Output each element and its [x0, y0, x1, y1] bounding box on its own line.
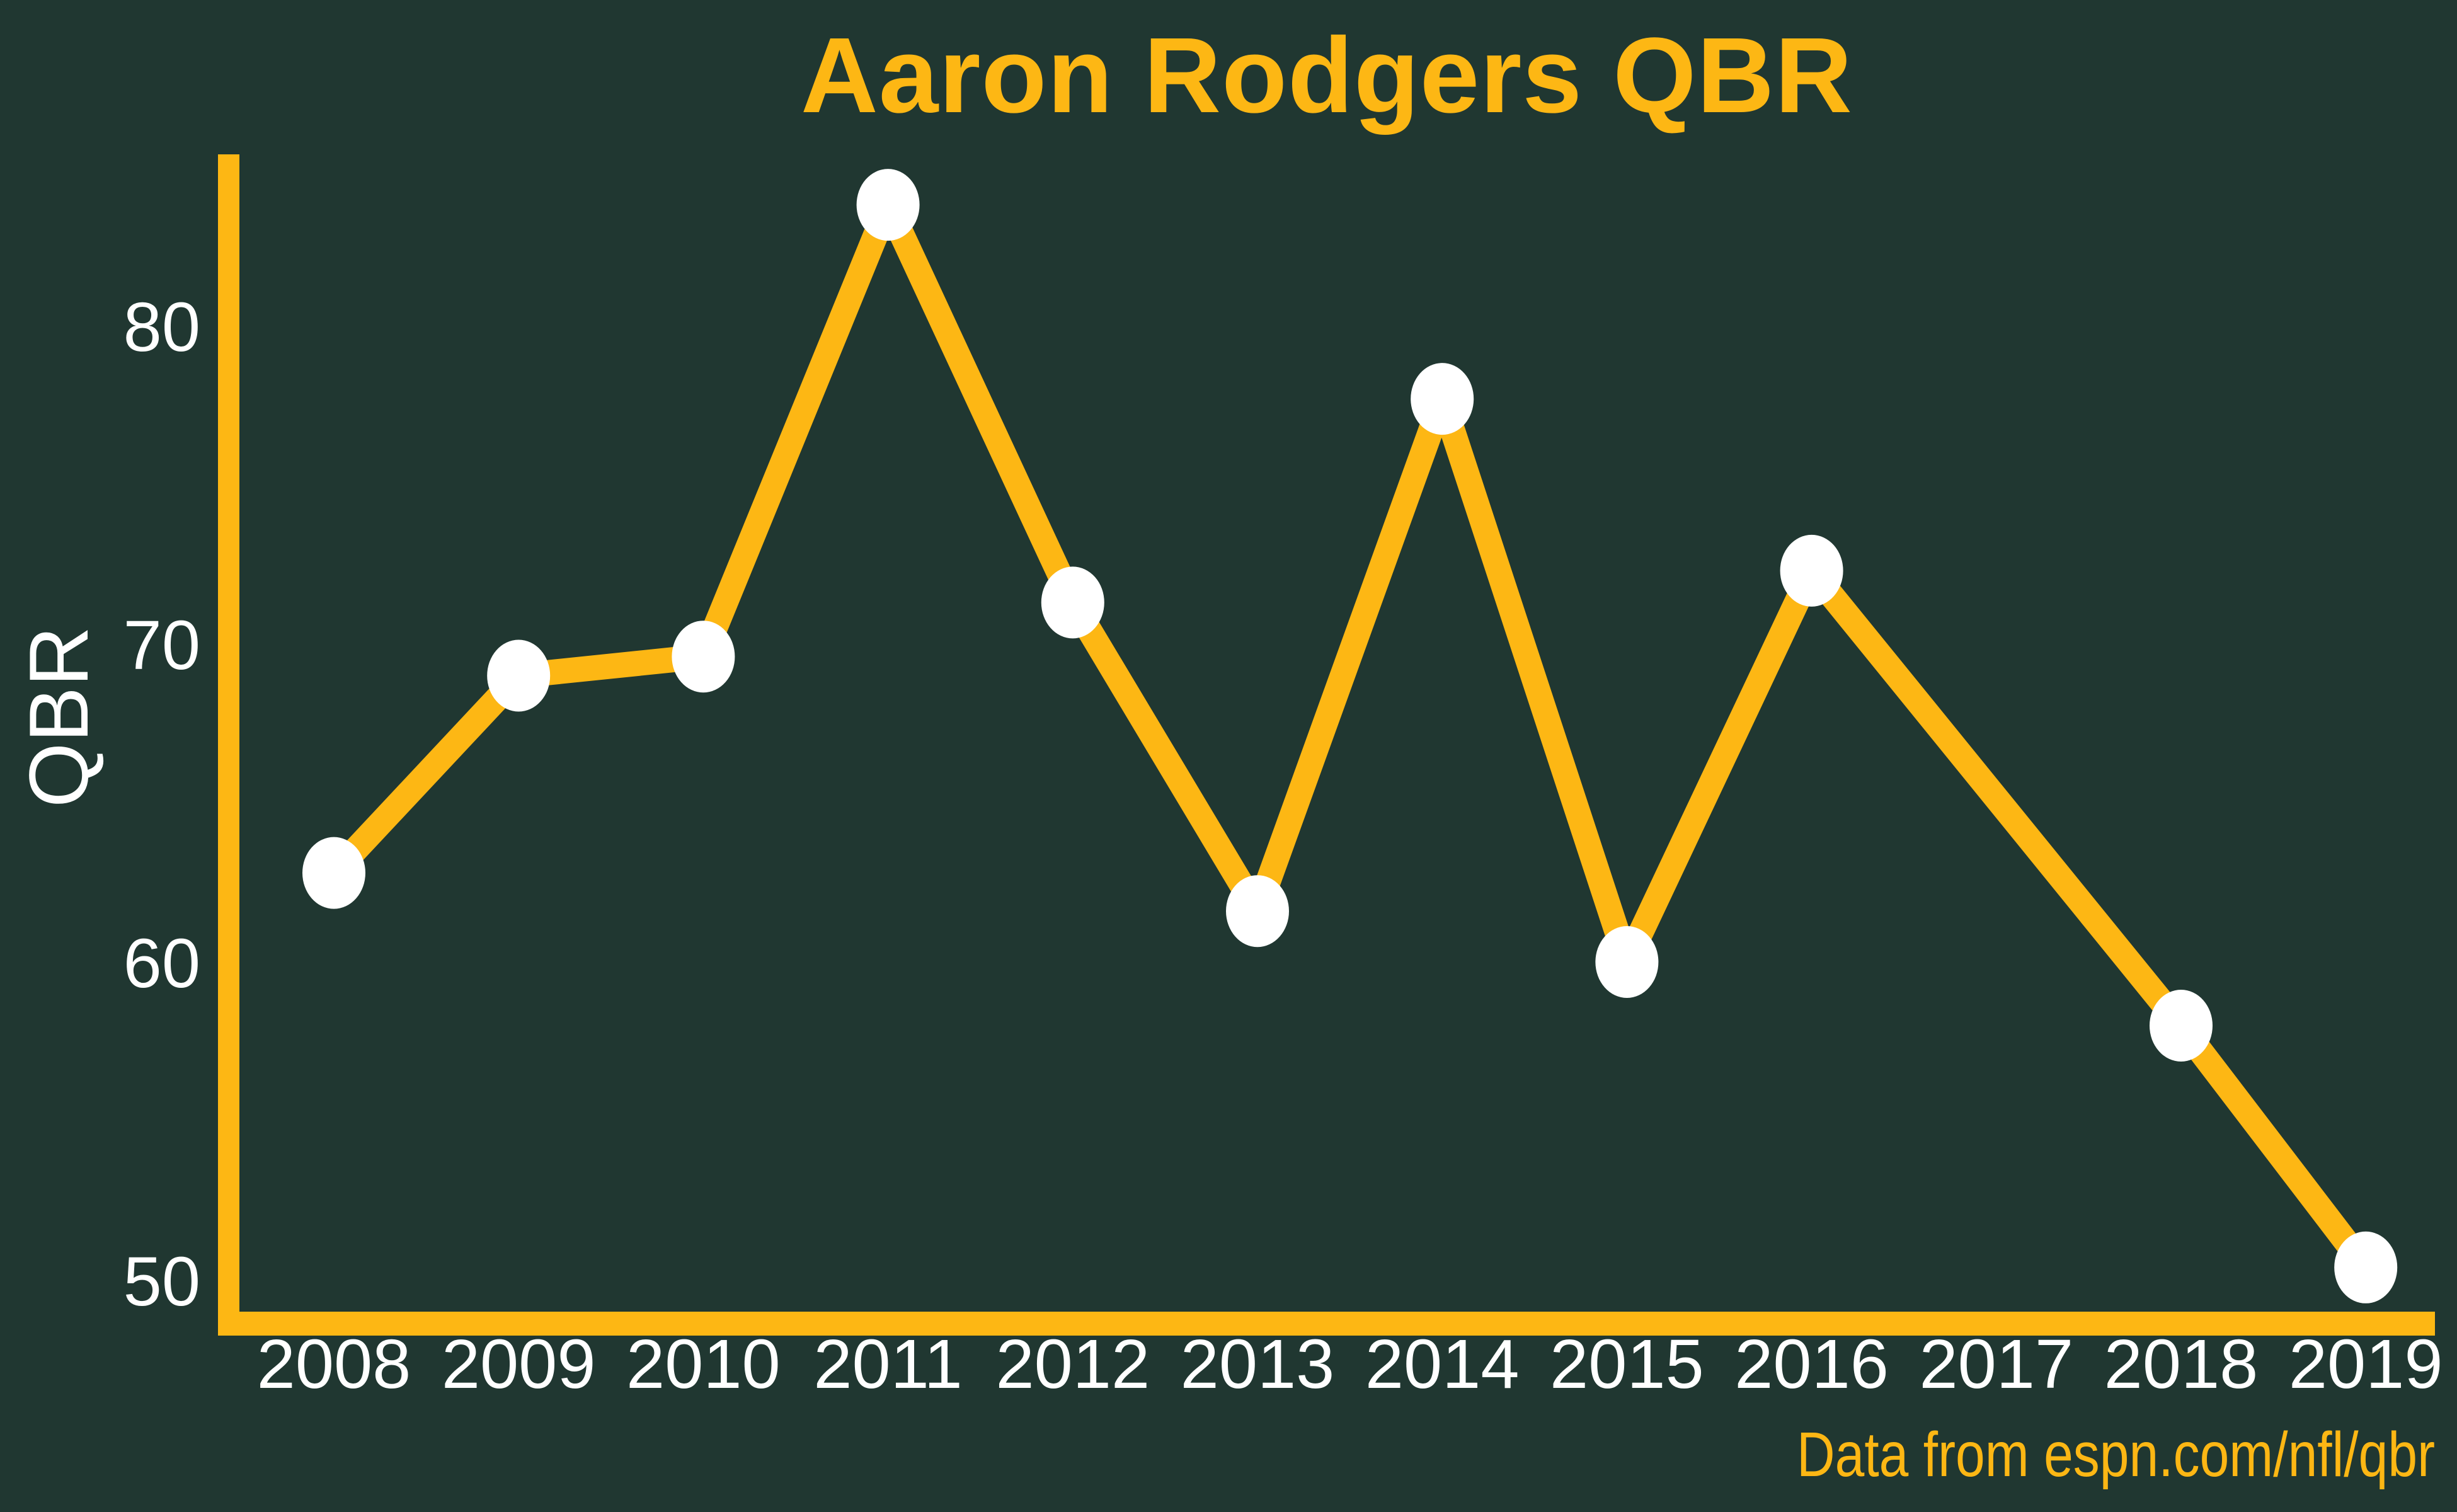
y-tick-label: 50 — [123, 1243, 200, 1320]
x-tick-label: 2013 — [1181, 1326, 1335, 1403]
y-tick-label: 70 — [123, 607, 200, 684]
x-tick-label: 2010 — [626, 1326, 781, 1403]
y-axis-spine — [218, 154, 239, 1336]
data-point-2009 — [487, 639, 551, 712]
x-tick-label: 2008 — [257, 1326, 411, 1403]
x-tick-label: 2015 — [1550, 1326, 1704, 1403]
x-tick-label: 2011 — [813, 1326, 963, 1403]
x-tick-label: 2012 — [995, 1326, 1150, 1403]
qbr-line — [324, 192, 2376, 1275]
data-point-2012 — [1041, 566, 1104, 639]
x-tick-label: 2019 — [2289, 1326, 2443, 1403]
x-tick-label: 2014 — [1365, 1326, 1520, 1403]
data-point-2016 — [1780, 534, 1843, 607]
data-point-2018 — [2150, 990, 2213, 1062]
data-point-2008 — [302, 837, 365, 909]
data-point-2014 — [1411, 363, 1474, 435]
data-point-2019 — [2334, 1231, 2398, 1303]
x-tick-label: 2017 — [1919, 1326, 2073, 1403]
chart-title: Aaron Rodgers QBR — [801, 16, 1853, 135]
data-point-2011 — [856, 169, 920, 241]
x-axis-spine — [218, 1312, 2435, 1336]
data-point-2013 — [1226, 875, 1289, 948]
source-note: Data from espn.com/nfl/qbr — [1796, 1419, 2435, 1490]
x-tick-label: 2016 — [1734, 1326, 1889, 1403]
x-tick-label: 2018 — [2104, 1326, 2259, 1403]
y-tick-label: 80 — [123, 289, 200, 366]
data-point-2010 — [672, 621, 735, 693]
data-point-2015 — [1595, 926, 1659, 998]
x-tick-label: 2009 — [442, 1326, 596, 1403]
y-tick-label: 60 — [123, 925, 200, 1002]
